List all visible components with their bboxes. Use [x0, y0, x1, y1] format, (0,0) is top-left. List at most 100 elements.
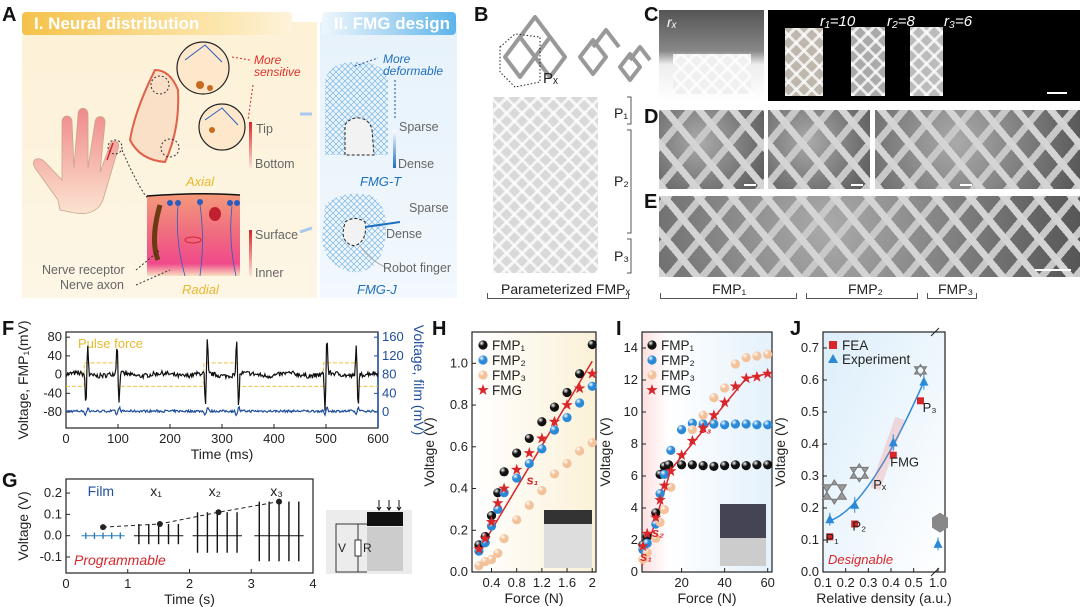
radial-label: Radial [182, 282, 219, 297]
G-y-tick-label: 0.1 [44, 506, 62, 521]
G-trend-point [276, 498, 283, 505]
I-point-FMP₂-marker [741, 419, 751, 429]
I-point-FMP₁ [698, 461, 708, 471]
J-y-tick-label: 0.0 [801, 564, 819, 579]
H-point-FMP₃ [562, 458, 572, 469]
segment-brackets [627, 96, 632, 274]
I-point-FMP₃ [698, 410, 708, 420]
H-point-FMP₁-marker [493, 488, 503, 498]
H-point-FMP₁ [562, 387, 572, 398]
J-legend-marker [829, 341, 837, 349]
I-point-FMP₂-marker [752, 420, 762, 430]
panel-label-j: J [790, 318, 802, 340]
fmp3-caption: FMP₃ [938, 281, 974, 297]
sem-fmp-gradient-overview [659, 196, 1080, 277]
I-point-FMG [762, 367, 774, 379]
H-point-FMP₂ [537, 444, 547, 454]
I-point-FMG [708, 409, 720, 421]
H-point-FMP₁-marker [486, 511, 497, 521]
I-point-FMG [718, 396, 731, 408]
G-x-tick-label: 2 [186, 576, 193, 591]
I-point-FMP₃ [651, 533, 661, 544]
I-point-FMP₂ [677, 425, 687, 435]
F-y-tick-label: 0 [55, 367, 62, 382]
fmg-j-dense-label: Dense [386, 227, 423, 241]
I-point-FMP₃ [659, 505, 669, 515]
H-point-FMG [536, 432, 548, 444]
I-point-FMP₁-marker [664, 460, 674, 470]
H-point-FMP₁-marker [562, 387, 572, 398]
I-legend-marker-marker [647, 370, 657, 380]
H-point-FMP₂ [524, 458, 534, 469]
sem-fmp1-closeup [659, 110, 764, 189]
H-point-FMP₂-marker [549, 425, 560, 435]
H-point-FMP₃ [537, 486, 547, 496]
J-lattice-cell-icon [913, 363, 928, 378]
F-x-axis-label: Time (ms) [191, 446, 253, 462]
I-point-FMP₂-marker [659, 469, 669, 479]
J-x-tick-label: 0.4 [882, 575, 900, 590]
F-right-tick-label: 0 [382, 404, 389, 419]
radius-samples-photo [768, 10, 1080, 101]
parameterized-fmp-lattice-image [493, 97, 598, 273]
H-point-FMP₁ [486, 511, 497, 521]
I-point-FMP₃ [752, 351, 762, 361]
H-point-FMP₃-marker [575, 446, 585, 456]
G-x-tick-label: 4 [309, 576, 316, 591]
I-legend-marker [647, 340, 657, 350]
H-point-FMP₁-marker [512, 448, 522, 458]
fmg-j-sparse-label: Sparse [409, 201, 449, 215]
J-fea-point [851, 520, 859, 528]
r1-label: r₁=10 [820, 13, 856, 30]
H-point-FMP₃ [499, 534, 509, 544]
panel-label-d: D [644, 106, 659, 128]
I-point-FMP₁ [677, 460, 687, 470]
J-x-tick-label: 0.3 [859, 575, 877, 590]
I-point-FMP₂ [687, 418, 697, 428]
I-point-FMP₃ [642, 548, 652, 558]
H-legend-label: FMG [492, 383, 522, 398]
I-point-FMP₂-marker [720, 420, 730, 430]
H-point-FMP₃-marker [499, 534, 509, 544]
J-y-tick-label: 0.3 [801, 468, 819, 483]
H-point-FMP₁-marker [575, 369, 585, 379]
I-point-FMG [751, 370, 763, 382]
F-right-tick-label: 120 [382, 348, 404, 363]
G-inset-r-label: R [363, 541, 372, 555]
H-point-FMP₂-marker [575, 398, 585, 408]
I-point-FMP₁-marker [741, 461, 751, 471]
I-point-FMG [650, 511, 662, 523]
J-fea-point [889, 451, 897, 459]
H-y-axis-label: Voltage (V) [421, 417, 437, 486]
I-legend-marker [647, 370, 657, 380]
panel-label-e: E [644, 191, 658, 213]
p2-label: P₂ [614, 173, 629, 189]
H-point-FMG [511, 463, 523, 475]
H-y-tick-label: 0.0 [450, 564, 468, 579]
H-point-FMP₃ [575, 446, 585, 456]
J-axis-break-icon [930, 327, 940, 577]
H-legend-marker [478, 355, 488, 365]
fmg-j-label: FMG-J [357, 282, 397, 297]
I-legend-marker [647, 355, 657, 365]
panel-label-h: H [432, 318, 447, 340]
fmp2-caption: FMP₂ [848, 281, 883, 297]
I-point-FMP₃-marker [763, 349, 773, 359]
H-point-FMP₂-marker [562, 412, 572, 423]
panel-label-g: G [2, 470, 18, 492]
I-legend-label: FMP₂ [661, 353, 695, 368]
J-experiment-point [825, 514, 835, 524]
H-x-tick-label: 0.8 [508, 575, 526, 590]
H-point-FMG [485, 515, 498, 527]
H-legend-marker [478, 340, 488, 350]
I-point-FMP₁-marker [687, 460, 697, 470]
bottom-label: Bottom [255, 157, 295, 171]
H-y-tick-label: 0.4 [450, 481, 468, 496]
H-point-FMP₁-marker [524, 433, 534, 444]
J-plot-frame [822, 331, 946, 573]
caption-bracket-fmp2 [806, 293, 918, 299]
rx-sample-photo [659, 10, 764, 101]
F-x-tick-label: 600 [367, 431, 389, 446]
I-x-axis-label: Force (N) [677, 590, 736, 606]
J-legend-marker [828, 354, 838, 363]
